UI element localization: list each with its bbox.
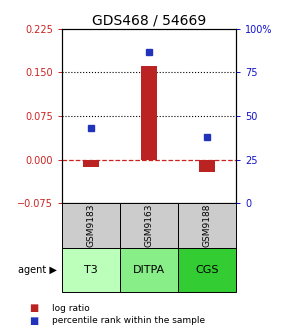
Text: agent ▶: agent ▶ [18,265,57,275]
Bar [83,160,99,167]
Text: ■: ■ [29,316,38,326]
Text: ■: ■ [29,303,38,313]
Text: log ratio: log ratio [52,304,90,313]
Text: T3: T3 [84,265,98,275]
Bar [199,160,215,172]
Bar [141,67,157,160]
Text: percentile rank within the sample: percentile rank within the sample [52,317,205,325]
Text: GSM9183: GSM9183 [87,204,96,247]
Text: CGS: CGS [195,265,219,275]
Text: GSM9163: GSM9163 [145,204,154,247]
Text: DITPA: DITPA [133,265,165,275]
Title: GDS468 / 54669: GDS468 / 54669 [92,13,206,28]
Text: GSM9188: GSM9188 [203,204,212,247]
